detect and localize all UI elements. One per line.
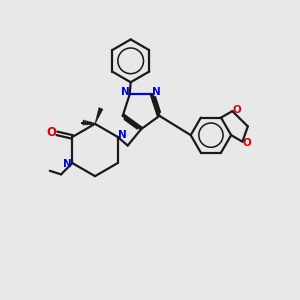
Text: N: N: [118, 130, 127, 140]
Text: N: N: [63, 159, 72, 169]
Text: O: O: [47, 126, 57, 139]
Text: N: N: [121, 88, 130, 98]
Text: N: N: [152, 88, 161, 98]
Text: O: O: [242, 138, 251, 148]
Polygon shape: [95, 108, 103, 124]
Text: O: O: [232, 105, 241, 115]
